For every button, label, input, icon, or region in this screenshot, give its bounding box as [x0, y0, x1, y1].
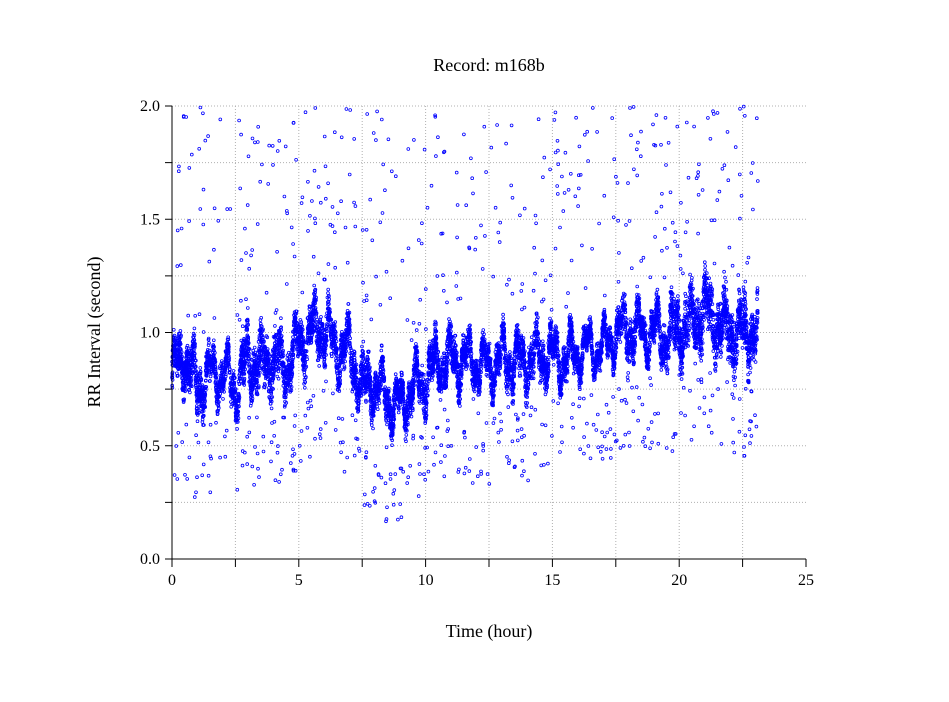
data-point [429, 340, 432, 343]
data-point [236, 428, 239, 431]
data-point [394, 373, 397, 376]
data-point [738, 292, 741, 295]
data-point [253, 346, 256, 349]
data-point [405, 434, 408, 437]
data-point [541, 340, 544, 343]
data-point [724, 276, 727, 279]
data-point [318, 365, 321, 368]
data-point [725, 280, 728, 283]
data-point [320, 316, 323, 319]
data-point [232, 370, 235, 373]
data-point [397, 411, 400, 414]
data-point [549, 317, 552, 320]
data-point [472, 398, 475, 401]
data-point [756, 298, 759, 301]
data-point [179, 330, 182, 333]
data-points [171, 105, 759, 522]
data-point [502, 317, 505, 320]
chart-title: Record: m168b [433, 55, 544, 75]
data-point [270, 407, 273, 410]
data-point [712, 350, 715, 353]
data-point [313, 284, 316, 287]
data-point [704, 265, 707, 268]
data-point [684, 307, 687, 310]
data-point [199, 367, 202, 370]
data-point [719, 356, 722, 359]
data-point [222, 398, 225, 401]
data-point [274, 325, 277, 328]
data-point [172, 328, 175, 331]
data-point [712, 318, 715, 321]
